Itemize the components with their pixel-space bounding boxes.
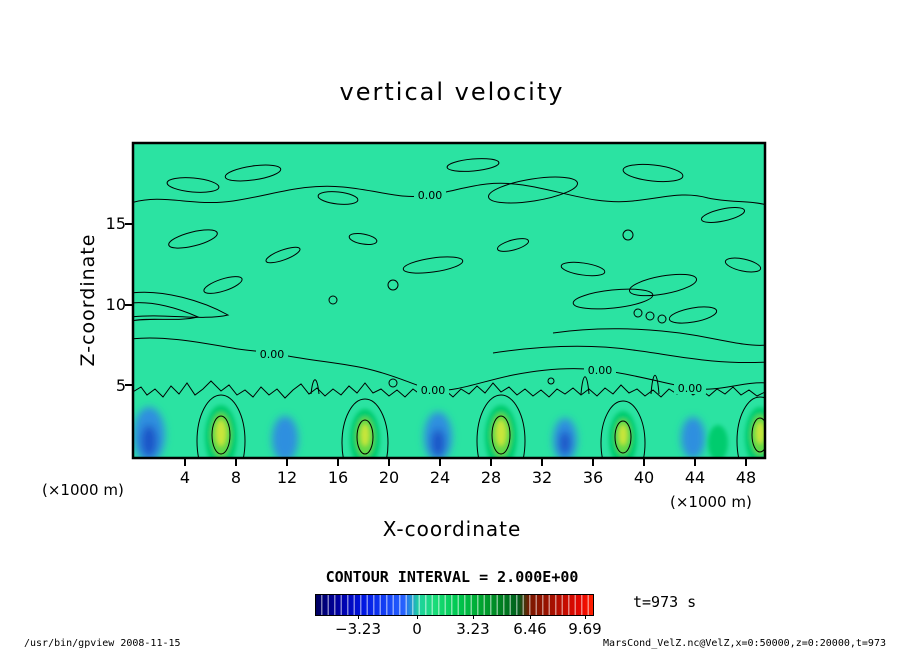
x-tick-label: 36 <box>582 468 604 487</box>
contour-label: 0.00 <box>588 364 613 377</box>
colorbar-tick-mark <box>358 615 359 619</box>
x-tick-label: 24 <box>429 468 451 487</box>
x-tick-label: 8 <box>230 468 242 487</box>
footer-right-source: MarsCond_VelZ.nc@VelZ,x=0:50000,z=0:2000… <box>603 638 886 649</box>
y-axis-unit: (×1000 m) <box>42 481 124 499</box>
colorbar-tick-label: 6.46 <box>513 620 547 638</box>
x-tick-label: 12 <box>276 468 298 487</box>
footer-left-command: /usr/bin/gpview 2008-11-15 <box>24 638 181 649</box>
x-tick-label: 44 <box>684 468 706 487</box>
contour-label: 0.00 <box>418 189 443 202</box>
x-tick-label: 40 <box>633 468 655 487</box>
colorbar-tick-label: 9.69 <box>568 620 602 638</box>
x-tick-label: 32 <box>531 468 553 487</box>
contour-label-group: 0.00 0.00 0.00 0.00 0.00 <box>256 187 706 397</box>
y-tick-label: 5 <box>115 376 126 395</box>
contour-label: 0.00 <box>678 382 703 395</box>
colorbar-tick-mark <box>585 615 586 619</box>
colorbar-tick-mark <box>417 615 418 619</box>
time-label: t=973 s <box>633 593 697 611</box>
colorbar: −3.23 0 3.23 6.46 9.69 <box>315 594 602 640</box>
x-tick-label: 48 <box>735 468 757 487</box>
colorbar-gradient <box>315 594 594 616</box>
x-axis-label: X-coordinate <box>382 517 522 541</box>
plot-area: 0.00 0.00 0.00 0.00 0.00 <box>125 141 767 466</box>
colorbar-tick-label: 0 <box>412 620 422 638</box>
y-tick-label: 10 <box>105 295 126 314</box>
colorbar-tick-label: −3.23 <box>335 620 381 638</box>
x-tick-label: 20 <box>378 468 400 487</box>
x-tick-label: 16 <box>327 468 349 487</box>
contour-plot-canvas: 0.00 0.00 0.00 0.00 0.00 <box>125 141 767 466</box>
contour-interval-label: CONTOUR INTERVAL = 2.000E+00 <box>325 568 579 586</box>
x-tick-label: 4 <box>179 468 191 487</box>
colorbar-tick-mark <box>530 615 531 619</box>
x-axis-unit: (×1000 m) <box>670 493 752 511</box>
contour-label: 0.00 <box>421 384 446 397</box>
colorbar-tick-label: 3.23 <box>456 620 490 638</box>
plot-frame <box>131 141 767 460</box>
contour-label: 0.00 <box>260 348 285 361</box>
x-tick-label: 28 <box>480 468 502 487</box>
colorbar-tick-mark <box>473 615 474 619</box>
y-tick-label: 15 <box>105 214 126 233</box>
x-axis-ticks <box>184 458 747 466</box>
plot-background <box>133 143 765 458</box>
plot-title: vertical velocity <box>339 78 565 106</box>
negative-cells <box>133 407 705 458</box>
y-axis-ticks <box>125 223 133 386</box>
